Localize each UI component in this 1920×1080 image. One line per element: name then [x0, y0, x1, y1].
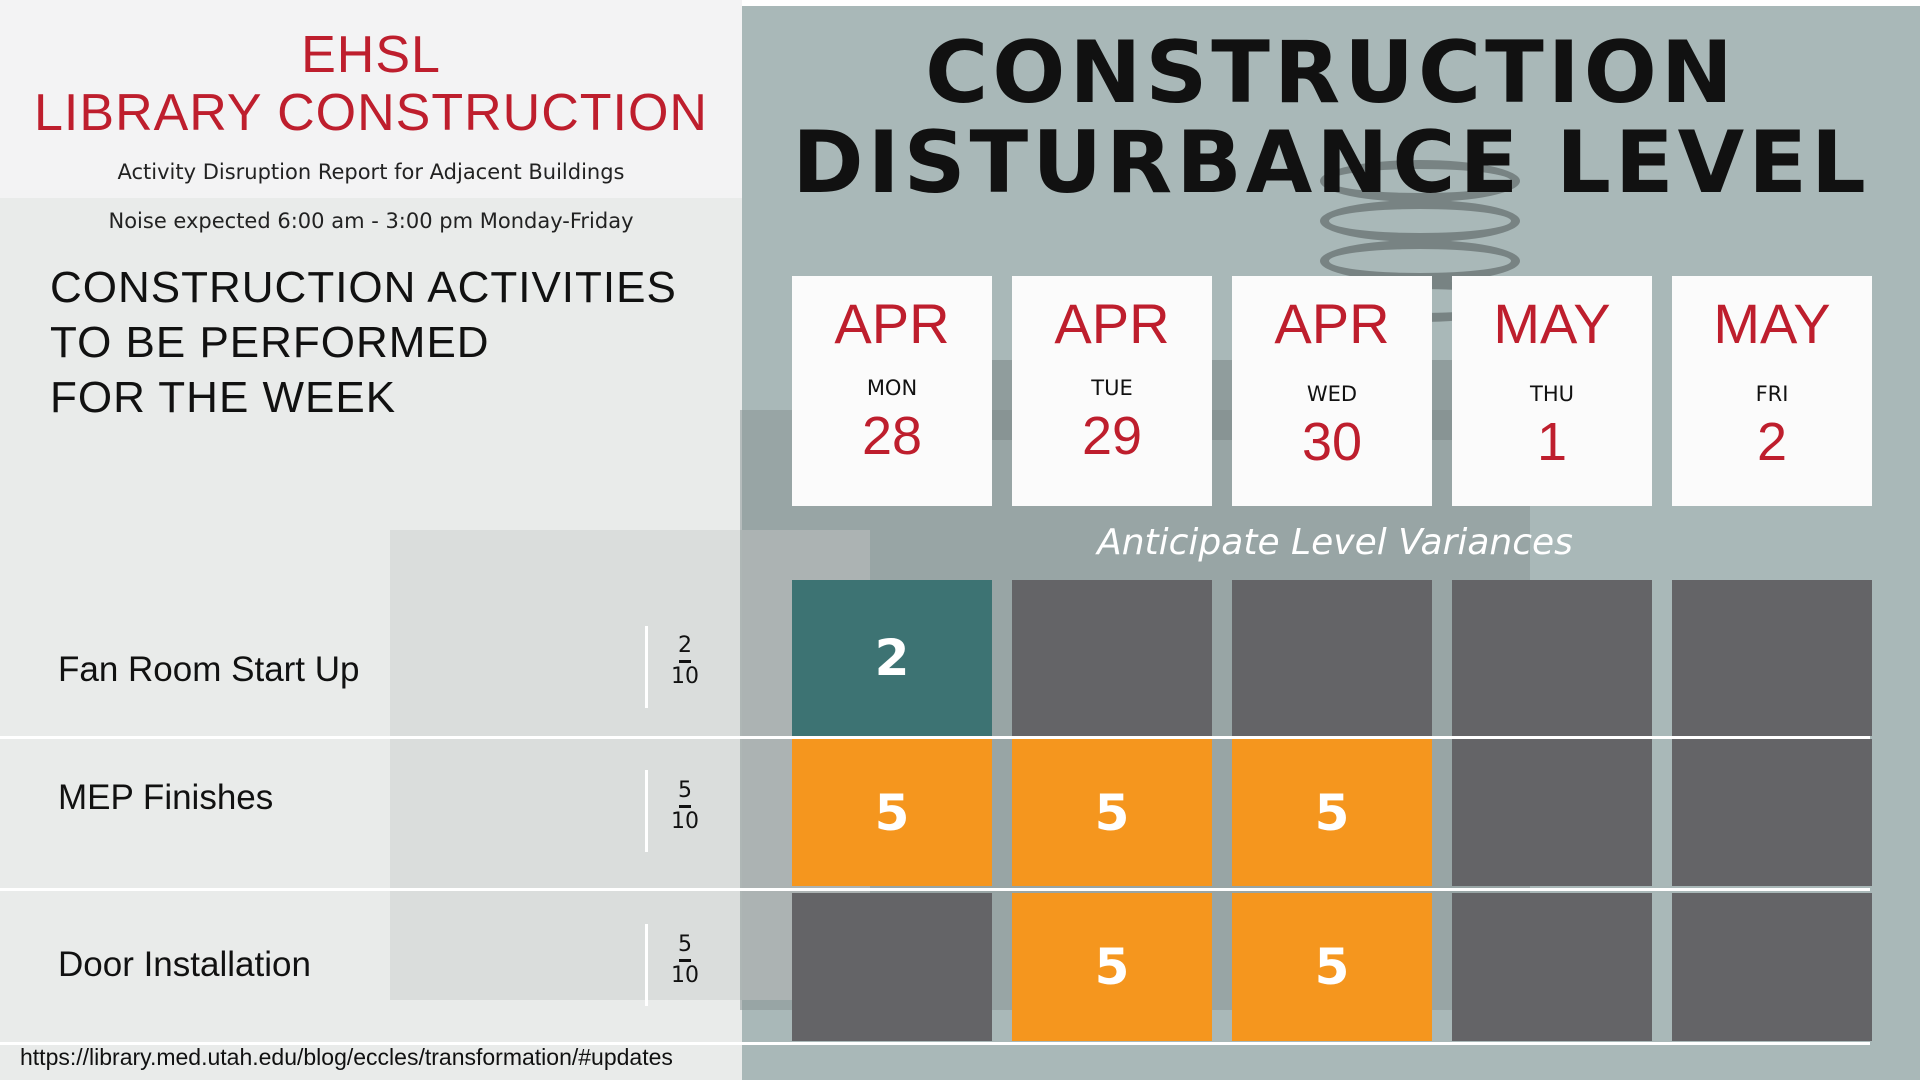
date-day: 2 [1756, 412, 1788, 472]
date-card: APR WED 30 [1232, 276, 1432, 506]
report-title-line1: EHSL [301, 26, 441, 84]
level-cell [1452, 739, 1652, 886]
level-cell [1232, 580, 1432, 736]
row-divider [0, 888, 1870, 891]
main-title: CONSTRUCTION DISTURBANCE LEVEL [792, 23, 1870, 213]
date-month: MAY [1493, 292, 1611, 355]
activity-divider [645, 770, 648, 852]
report-subtitle: Activity Disruption Report for Adjacent … [117, 160, 625, 184]
level-cell [1672, 580, 1872, 736]
date-weekday: MON [866, 376, 918, 400]
date-day: 28 [861, 406, 923, 466]
noise-note: Noise expected 6:00 am - 3:00 pm Monday-… [108, 209, 634, 233]
date-month: APR [834, 292, 950, 355]
level-fraction: 2 10 [671, 633, 699, 689]
level-cell: 5 [1232, 893, 1432, 1041]
level-cell [792, 893, 992, 1041]
date-card: APR MON 28 [792, 276, 992, 506]
level-cell: 5 [1012, 893, 1212, 1041]
left-header [0, 0, 742, 198]
activity-divider [645, 626, 648, 708]
date-day: 29 [1081, 406, 1143, 466]
row-divider [0, 1042, 1870, 1045]
level-cell [1452, 580, 1652, 736]
level-fraction: 5 10 [671, 932, 699, 988]
level-cell: 5 [1232, 739, 1432, 886]
activity-label: MEP Finishes [58, 778, 274, 817]
activity-label: Fan Room Start Up [58, 650, 360, 689]
updates-url[interactable]: https://library.med.utah.edu/blog/eccles… [20, 1044, 673, 1070]
top-strip [742, 0, 1920, 6]
date-card: MAY THU 1 [1452, 276, 1652, 506]
date-month: APR [1054, 292, 1170, 355]
level-cell [1012, 580, 1212, 736]
variance-note: Anticipate Level Variances [1097, 522, 1573, 563]
date-day: 30 [1301, 412, 1363, 472]
date-day: 1 [1536, 412, 1568, 472]
level-cell: 2 [792, 580, 992, 736]
activity-divider [645, 924, 648, 1006]
level-cell [1672, 739, 1872, 886]
level-cell [1672, 893, 1872, 1041]
date-weekday: THU [1530, 382, 1574, 406]
level-cell [1452, 893, 1652, 1041]
row-divider [0, 736, 1870, 739]
date-weekday: FRI [1755, 382, 1789, 406]
level-fraction: 5 10 [671, 778, 699, 834]
date-weekday: WED [1306, 382, 1358, 406]
date-card: MAY FRI 2 [1672, 276, 1872, 506]
date-weekday: TUE [1091, 376, 1133, 400]
activities-heading: CONSTRUCTION ACTIVITIES TO BE PERFORMED … [50, 263, 677, 422]
date-month: MAY [1713, 292, 1831, 355]
activity-label: Door Installation [58, 945, 311, 984]
level-cell: 5 [792, 739, 992, 886]
date-month: APR [1274, 292, 1390, 355]
report-title-line2: LIBRARY CONSTRUCTION [34, 84, 708, 142]
level-cell: 5 [1012, 739, 1212, 886]
date-card: APR TUE 29 [1012, 276, 1212, 506]
